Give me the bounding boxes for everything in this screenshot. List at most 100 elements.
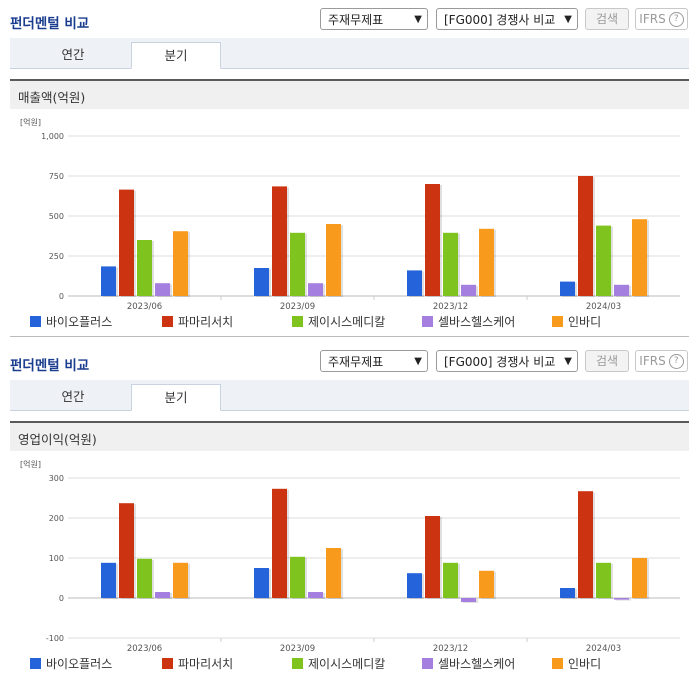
bar	[254, 568, 269, 598]
bar	[173, 562, 188, 598]
y-tick-label: 750	[49, 172, 64, 181]
legend-swatch	[292, 316, 303, 327]
bar	[101, 562, 116, 598]
operating-profit-panel: 펀더멘털 비교 주재무제표 ▼ [FG000] 경쟁사 비교 ▼ 검색 IFRS…	[0, 342, 696, 684]
legend-swatch	[422, 316, 433, 327]
bar	[407, 573, 422, 598]
bar	[155, 592, 170, 598]
ifrs-button[interactable]: IFRS?	[635, 8, 688, 30]
bar	[560, 281, 575, 296]
legend-item[interactable]: 제이시스메디칼	[292, 313, 385, 330]
legend-swatch	[162, 316, 173, 327]
ifrs-button[interactable]: IFRS?	[635, 350, 688, 372]
legend-item[interactable]: 셀바스헬스케어	[422, 655, 515, 672]
bar	[596, 562, 611, 598]
y-tick-label: 100	[49, 554, 64, 563]
tab-quarterly[interactable]: 분기	[131, 384, 221, 411]
legend-item[interactable]: 셀바스헬스케어	[422, 313, 515, 330]
bar	[614, 284, 629, 296]
bar-shadow	[616, 599, 631, 601]
bar	[443, 562, 458, 598]
legend-item[interactable]: 바이오플러스	[30, 655, 112, 672]
bar	[119, 189, 134, 296]
statement-select[interactable]: 주재무제표 ▼	[320, 350, 428, 372]
y-tick-label: -100	[46, 634, 64, 643]
help-icon[interactable]: ?	[668, 12, 684, 27]
bar	[461, 598, 476, 602]
bar	[632, 219, 647, 296]
panel-title: 펀더멘털 비교	[10, 16, 90, 32]
x-category-label: 2023/12	[433, 644, 468, 652]
panel-title: 펀더멘털 비교	[10, 358, 90, 374]
tab-quarterly[interactable]: 분기	[131, 42, 221, 69]
tab-annual[interactable]: 연간	[61, 47, 85, 62]
legend-label: 셀바스헬스케어	[438, 657, 516, 671]
tab-annual[interactable]: 연간	[61, 389, 85, 404]
y-tick-label: 200	[49, 514, 64, 523]
legend-item[interactable]: 파마리서치	[162, 313, 233, 330]
x-category-label: 2023/06	[127, 302, 162, 310]
bar	[290, 232, 305, 296]
bar	[137, 240, 152, 296]
x-category-label: 2023/09	[280, 302, 315, 310]
bar	[137, 558, 152, 598]
help-icon[interactable]: ?	[668, 354, 684, 369]
bar	[596, 225, 611, 296]
bar	[560, 588, 575, 598]
y-tick-label: 0	[59, 594, 64, 603]
bar	[425, 184, 440, 296]
y-tick-label: 250	[49, 252, 64, 261]
chart-subheading: 매출액(억원)	[10, 79, 689, 109]
bar	[308, 283, 323, 296]
bar	[119, 503, 134, 598]
bar	[308, 592, 323, 598]
legend-label: 제이시스메디칼	[308, 315, 386, 329]
y-tick-label: 500	[49, 212, 64, 221]
legend-item[interactable]: 인바디	[552, 655, 601, 672]
legend-label: 인바디	[568, 657, 602, 671]
compare-select[interactable]: [FG000] 경쟁사 비교 ▼	[436, 8, 578, 30]
bar	[632, 558, 647, 598]
bar	[578, 176, 593, 296]
legend-swatch	[552, 658, 563, 669]
statement-select-value: 주재무제표	[328, 355, 384, 369]
y-unit-label: [억원]	[20, 117, 41, 127]
legend-item[interactable]: 제이시스메디칼	[292, 655, 385, 672]
bar	[326, 548, 341, 598]
bar	[101, 266, 116, 296]
bar	[425, 516, 440, 598]
subheading-label: 매출액(억원)	[18, 90, 86, 105]
bar	[578, 491, 593, 598]
statement-select-value: 주재무제표	[328, 13, 384, 27]
legend-label: 바이오플러스	[46, 657, 113, 671]
x-category-label: 2023/12	[433, 302, 468, 310]
legend-item[interactable]: 바이오플러스	[30, 313, 112, 330]
compare-select-value: [FG000] 경쟁사 비교	[444, 355, 556, 369]
legend-label: 파마리서치	[178, 315, 234, 329]
compare-select[interactable]: [FG000] 경쟁사 비교 ▼	[436, 350, 578, 372]
legend-item[interactable]: 파마리서치	[162, 655, 233, 672]
legend-label: 바이오플러스	[46, 315, 113, 329]
x-category-label: 2024/03	[586, 302, 621, 310]
legend-swatch	[292, 658, 303, 669]
y-unit-label: [억원]	[20, 459, 41, 469]
period-tabs: 연간 분기	[10, 380, 689, 411]
bar	[272, 186, 287, 296]
ifrs-label: IFRS	[639, 12, 666, 26]
search-button[interactable]: 검색	[585, 350, 629, 372]
legend-swatch	[422, 658, 433, 669]
x-category-label: 2023/09	[280, 644, 315, 652]
chevron-down-icon: ▼	[414, 14, 422, 25]
bar	[407, 270, 422, 296]
subheading-label: 영업이익(억원)	[18, 432, 97, 447]
bar	[254, 268, 269, 296]
bar	[326, 224, 341, 296]
legend-label: 파마리서치	[178, 657, 234, 671]
statement-select[interactable]: 주재무제표 ▼	[320, 8, 428, 30]
bar	[272, 488, 287, 598]
bar	[443, 232, 458, 296]
operating-profit-bar-chart: [억원] -100 0 100 200 300 2023/06 2023/09 2023/12 2…	[20, 459, 680, 652]
legend-item[interactable]: 인바디	[552, 313, 601, 330]
search-button[interactable]: 검색	[585, 8, 629, 30]
divider	[10, 336, 689, 337]
